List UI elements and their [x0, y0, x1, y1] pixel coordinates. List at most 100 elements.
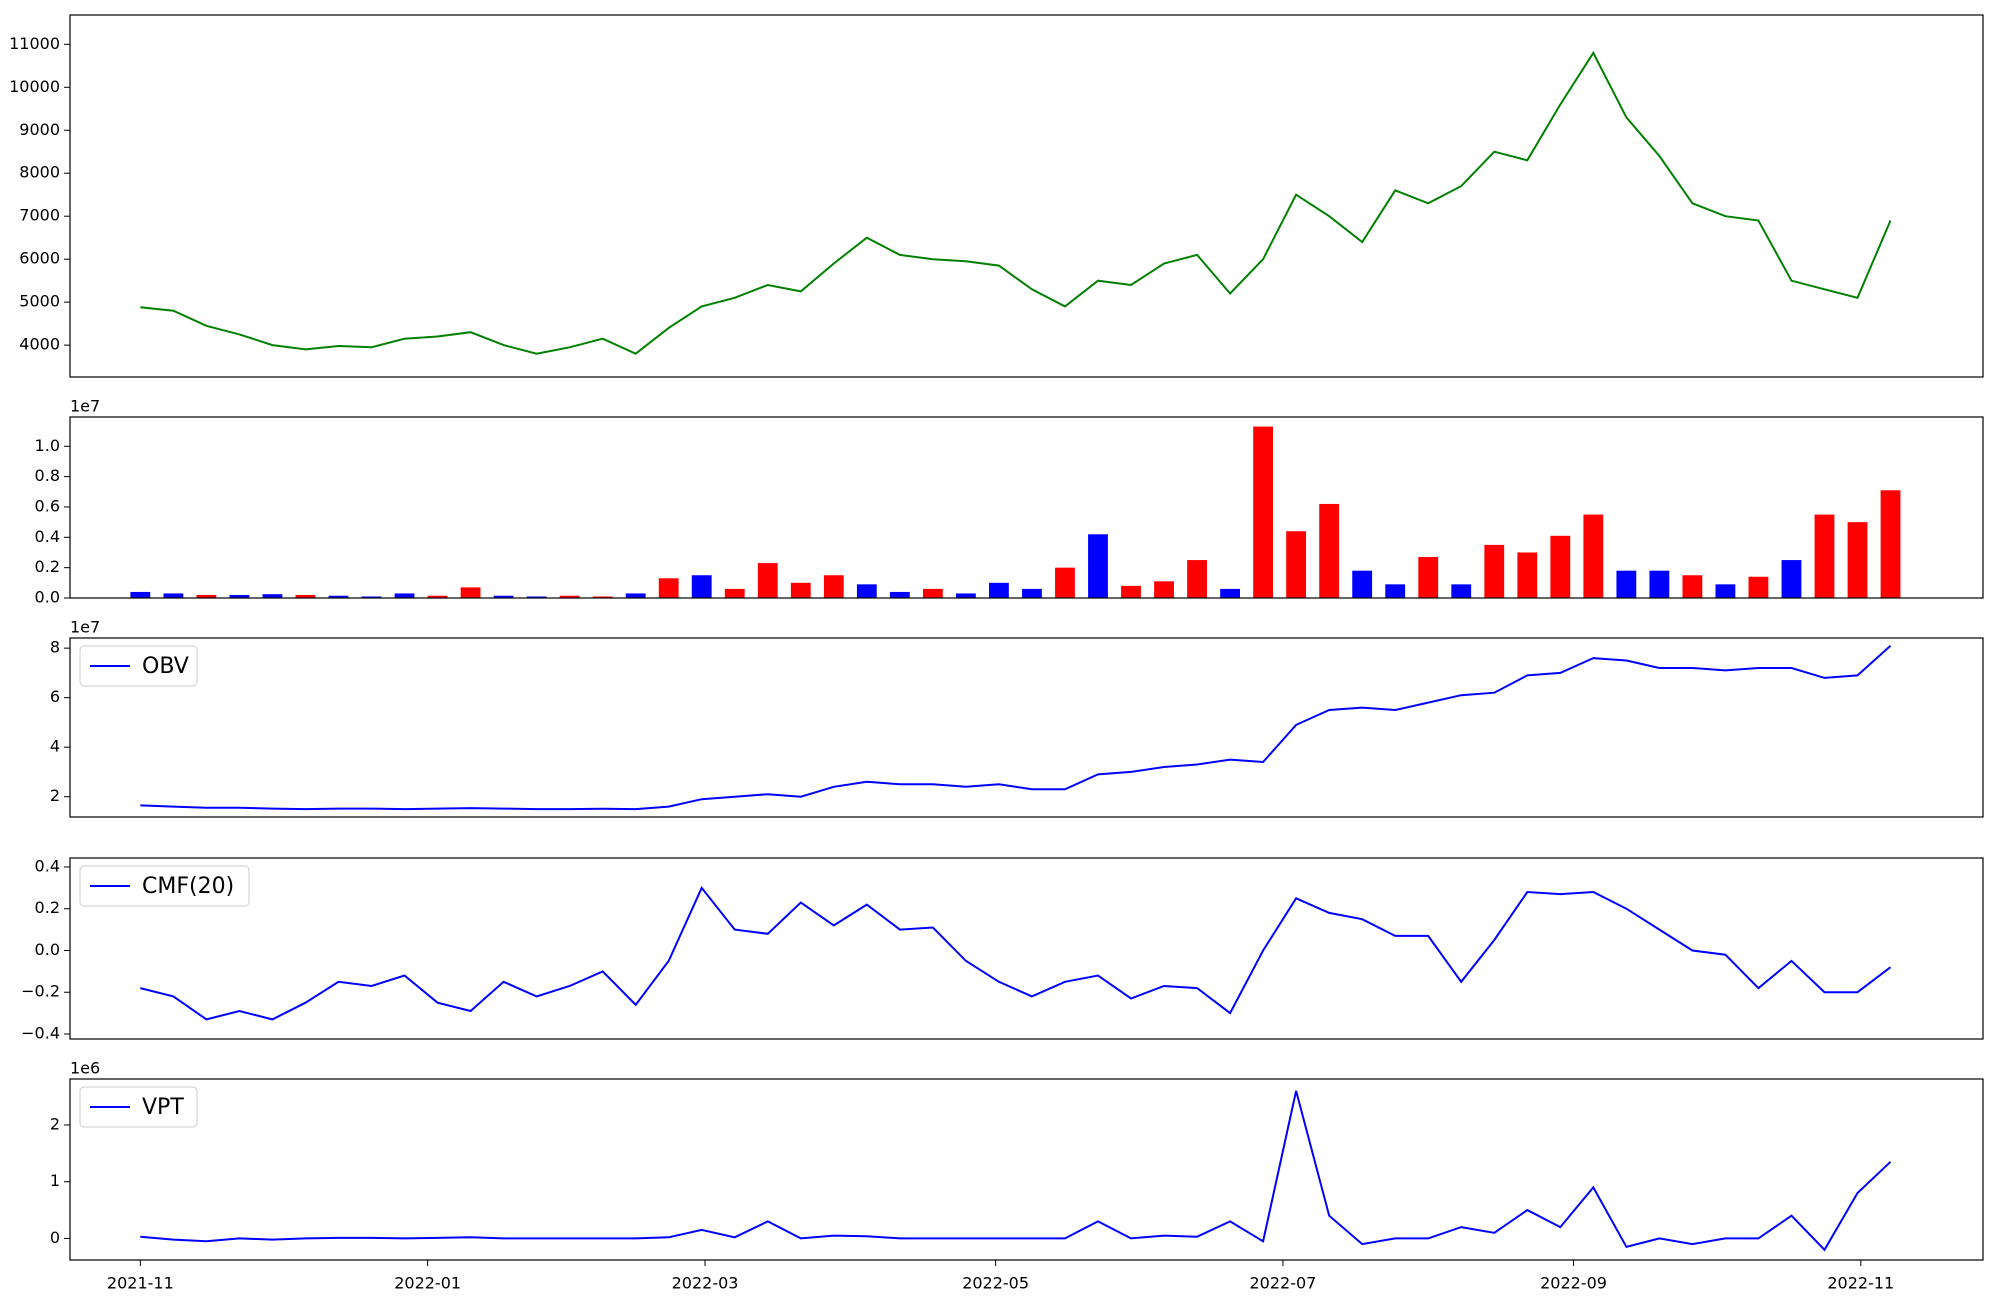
bar — [1550, 535, 1571, 598]
y-tick-label: 0.8 — [35, 466, 60, 485]
y-tick-label: 0.0 — [35, 588, 60, 607]
bar — [1385, 584, 1406, 598]
y-tick-label: 5000 — [19, 292, 60, 311]
line — [140, 1090, 1892, 1252]
bar — [989, 582, 1009, 598]
bar — [1451, 584, 1472, 598]
bar — [691, 575, 712, 598]
y-tick-label: 0.2 — [35, 898, 60, 917]
bar — [1847, 522, 1868, 598]
bar — [1352, 570, 1373, 598]
bar — [658, 578, 679, 598]
y-tick-label: 7000 — [19, 206, 60, 225]
x-tick-label: 2022-01 — [394, 1274, 461, 1293]
bar — [823, 575, 844, 598]
y-tick-label: 4 — [50, 737, 60, 756]
bar — [229, 594, 250, 598]
bar — [196, 594, 217, 598]
y-tick-label: 9000 — [19, 120, 60, 139]
bar — [361, 596, 382, 598]
bar — [1319, 503, 1340, 598]
y-tick-label: 0.6 — [35, 496, 60, 515]
y-tick-label: 0.4 — [35, 527, 60, 546]
bar — [1055, 567, 1075, 598]
y-tick-label: 0.4 — [35, 856, 60, 875]
legend-label: VPT — [142, 1095, 184, 1120]
bar — [625, 593, 646, 598]
bar — [130, 591, 151, 598]
offset-text: 1e7 — [70, 618, 100, 637]
x-tick-label: 2022-09 — [1540, 1274, 1607, 1293]
bar — [1154, 581, 1174, 598]
bar — [1748, 576, 1769, 598]
bar — [328, 595, 349, 598]
bar — [1022, 588, 1042, 598]
bar — [1814, 514, 1835, 598]
plot-frame — [69, 416, 1984, 599]
y-tick-label: 6 — [50, 687, 60, 706]
bar — [163, 593, 184, 598]
legend-box — [79, 865, 250, 907]
bar — [493, 595, 514, 598]
bar — [1286, 531, 1307, 598]
bar — [1715, 584, 1736, 598]
y-tick-label: 8 — [50, 638, 60, 657]
x-tick-label: 2022-05 — [962, 1274, 1029, 1293]
line — [140, 644, 1892, 811]
panel: 2 4 6 8 1e7 OBV — [50, 618, 1984, 818]
bar — [394, 593, 415, 598]
bar — [1781, 560, 1802, 598]
y-tick-label: 8000 — [19, 163, 60, 182]
panel: −0.4 −0.2 0.0 0.2 0.4 CMF(20) — [21, 856, 1984, 1042]
y-tick-label: 0.2 — [35, 557, 60, 576]
y-tick-label: 11000 — [9, 34, 60, 53]
bar — [1649, 570, 1670, 598]
plot-frame — [69, 857, 1984, 1040]
y-tick-label: 6000 — [19, 249, 60, 268]
bar — [526, 596, 547, 598]
legend-label: CMF(20) — [142, 874, 234, 899]
y-tick-label: 0 — [50, 1228, 60, 1247]
offset-text: 1e6 — [70, 1059, 100, 1078]
bar — [1121, 585, 1141, 598]
x-tick-label: 2021-11 — [107, 1274, 174, 1293]
bar — [592, 596, 613, 598]
panel: 0.0 0.2 0.4 0.6 0.8 1.0 1e7 — [35, 397, 1984, 607]
bar — [262, 594, 283, 598]
y-tick-label: 2 — [50, 1114, 60, 1133]
bar — [724, 588, 745, 598]
y-tick-label: −0.2 — [21, 982, 60, 1001]
legend-box — [79, 645, 198, 687]
bar — [559, 595, 580, 598]
bar — [856, 584, 877, 598]
y-tick-label: 1.0 — [35, 436, 60, 455]
panel: 0 1 2 2021-11 2022-01 2022-03 2022-05 2022-07 20… — [50, 1059, 1984, 1293]
bar — [1088, 534, 1108, 598]
bar — [757, 563, 778, 598]
x-tick-label: 2022-07 — [1249, 1274, 1316, 1293]
y-tick-label: 0.0 — [35, 940, 60, 959]
plot-frame — [69, 1078, 1984, 1261]
y-tick-label: 1 — [50, 1171, 60, 1190]
offset-text: 1e7 — [70, 397, 100, 416]
bar — [922, 588, 943, 598]
bar — [1616, 570, 1637, 598]
y-tick-label: 4000 — [19, 335, 60, 354]
legend-label: OBV — [142, 654, 189, 679]
y-tick-label: 10000 — [9, 77, 60, 96]
y-tick-label: −0.4 — [21, 1023, 60, 1042]
bar — [1880, 490, 1901, 598]
bar — [1484, 544, 1505, 598]
plot-frame — [69, 637, 1984, 818]
line — [140, 885, 1892, 1021]
bar — [1682, 575, 1703, 598]
bar — [1418, 557, 1439, 598]
bar — [1220, 588, 1240, 598]
bar — [427, 595, 448, 598]
x-tick-label: 2022-11 — [1827, 1274, 1894, 1293]
bar — [1583, 514, 1604, 598]
bar — [1187, 560, 1207, 598]
bar — [295, 594, 316, 598]
bar — [460, 587, 481, 598]
